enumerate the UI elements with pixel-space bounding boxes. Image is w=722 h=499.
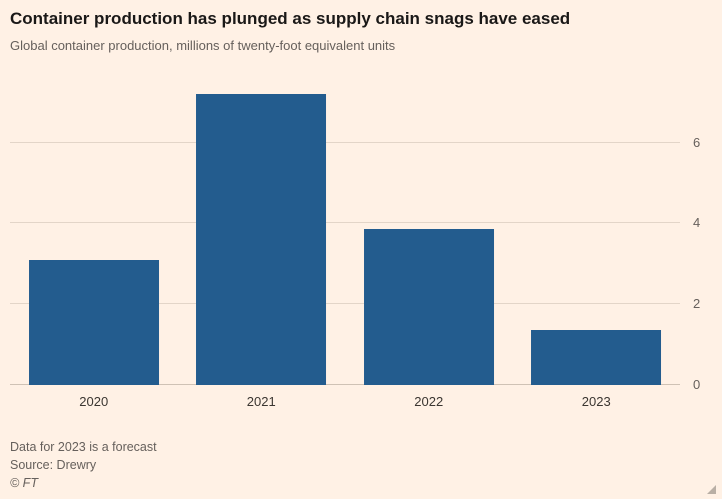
chart-footer: Data for 2023 is a forecast Source: Drew…	[10, 438, 712, 492]
x-tick-label: 2022	[414, 394, 444, 409]
bar-2023	[531, 330, 662, 385]
bar-2020	[28, 259, 159, 385]
x-tick-label: 2020	[79, 394, 109, 409]
y-tick-label: 6	[693, 134, 701, 150]
y-tick-label: 2	[693, 296, 701, 312]
x-tick-label: 2021	[246, 394, 276, 409]
y-tick-label: 0	[693, 377, 701, 392]
gridline	[10, 303, 680, 305]
gridline	[10, 222, 680, 224]
footnote: Data for 2023 is a forecast	[10, 440, 157, 454]
x-tick-label: 2023	[581, 394, 611, 409]
chart-title: Container production has plunged as supp…	[10, 9, 571, 28]
source: Source: Drewry	[10, 458, 97, 472]
bar-2021	[196, 94, 327, 385]
x-axis: 2020 2021 2022 2023	[10, 394, 680, 410]
gridline	[10, 141, 680, 143]
corner-triangle-icon	[707, 485, 716, 494]
y-tick-label: 4	[693, 215, 701, 231]
bar-2022	[363, 229, 494, 385]
ft-credit: © FT	[10, 476, 38, 490]
zero-line	[10, 384, 680, 385]
chart-subtitle: Global container production, millions of…	[10, 38, 396, 53]
plot-area: 0 2 4 6	[10, 92, 700, 392]
